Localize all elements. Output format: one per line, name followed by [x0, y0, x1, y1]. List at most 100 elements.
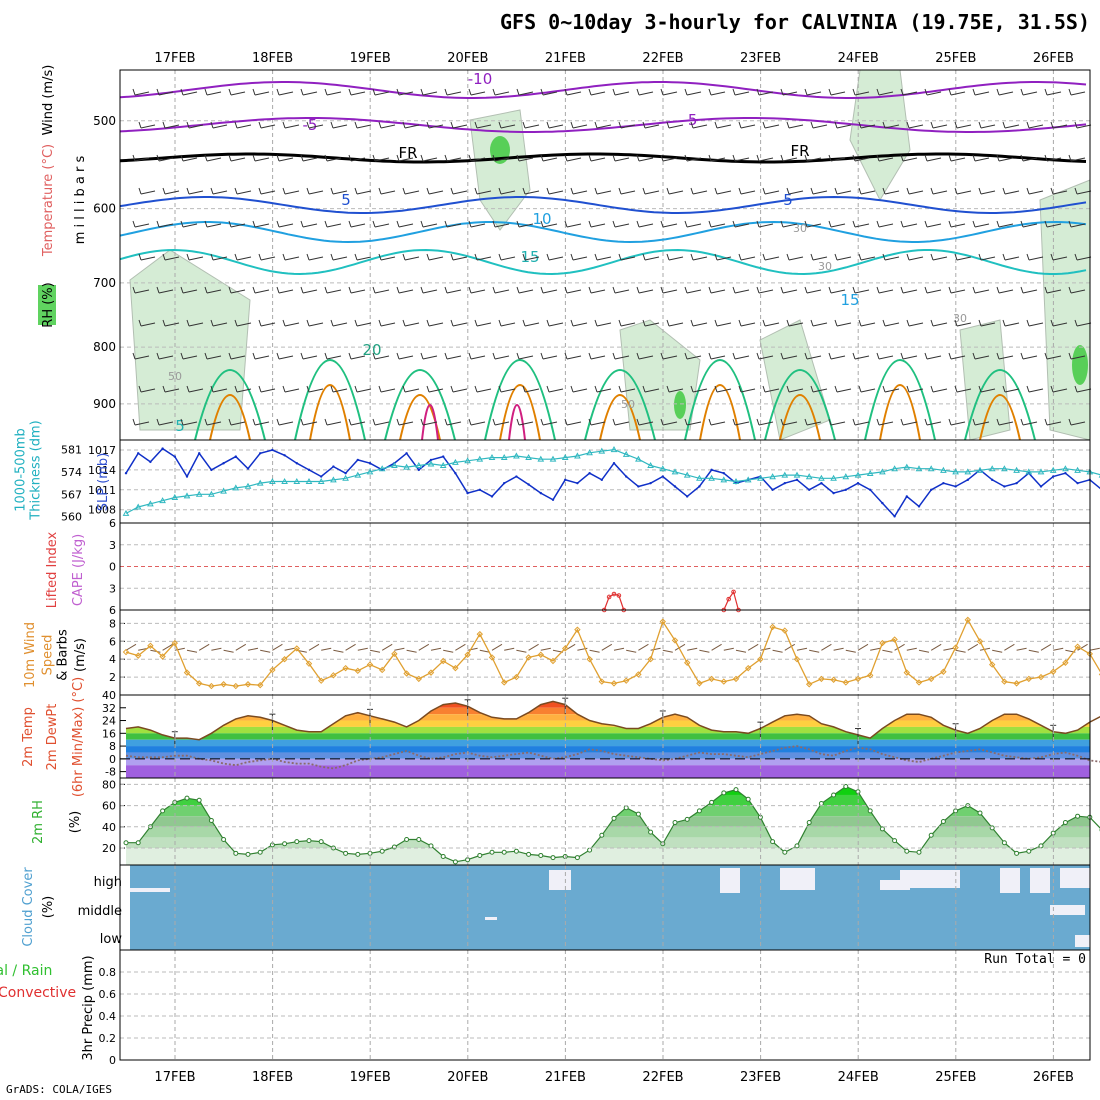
wind-barb-flag	[1002, 187, 1006, 195]
wind-barb-flag	[786, 121, 790, 129]
wind-barb-flag	[714, 253, 718, 261]
wind-barb	[668, 190, 684, 195]
wind-barb	[422, 355, 438, 360]
thickness-point	[1025, 468, 1033, 475]
wind-barb	[1028, 256, 1044, 261]
wind-barb-flag	[306, 253, 310, 261]
wind-barb-flag	[186, 385, 190, 393]
wind-barb	[740, 256, 756, 261]
isotherm-25-dome	[499, 384, 541, 441]
slp-point	[503, 481, 506, 485]
wind-barb	[418, 643, 430, 651]
wind-barb	[830, 289, 846, 294]
wind-barb	[452, 190, 468, 195]
wind-barb	[845, 649, 856, 653]
wind-barb	[692, 190, 708, 195]
rh-point	[245, 851, 251, 857]
thickness-point	[1001, 465, 1008, 472]
freezing-level	[119, 152, 1087, 164]
wind-barb	[260, 649, 271, 653]
wind-barb-flag	[1020, 220, 1024, 228]
wind-barb-flag	[372, 154, 376, 162]
wind-barb-flag	[1068, 418, 1072, 426]
wind-barb	[182, 421, 198, 426]
wind-barb-flag	[324, 352, 328, 360]
temp-tick-label: 0	[109, 753, 116, 766]
wind-barb	[809, 649, 820, 653]
wind-barb	[278, 157, 294, 162]
li-tick-label: 6	[109, 517, 116, 530]
wind-barb	[710, 157, 726, 162]
axis-label: 2m Temp	[21, 707, 36, 767]
wind-barb	[247, 647, 259, 651]
thickness-ylabel: 1000-500mb Thickness (dm)	[14, 420, 44, 520]
wind-barb	[980, 124, 996, 129]
wind-barb-flag	[228, 154, 232, 162]
wind-barb-flag	[180, 154, 184, 162]
wind-barb-flag	[564, 352, 568, 360]
wind-barb-flag	[636, 352, 640, 360]
pressure-tick-label: 700	[93, 276, 116, 290]
slp-point	[808, 488, 811, 491]
rh-point	[355, 851, 361, 857]
wind-barb	[446, 355, 462, 360]
rh2m-series	[123, 781, 1100, 865]
wind-barb	[572, 322, 588, 327]
wind-barb-flag	[450, 253, 454, 261]
cloud-row-label-high: high	[94, 875, 122, 890]
wind-barb	[716, 322, 732, 327]
wind-barb-flag	[714, 319, 718, 327]
wind-barb-flag	[762, 319, 766, 327]
wind-barb	[308, 322, 324, 327]
wind-barb	[428, 256, 444, 261]
wind-barb-flag	[876, 88, 880, 96]
wind-barb-flag	[1002, 121, 1006, 129]
rh-label: 30	[953, 312, 967, 325]
wind-barb-flag	[780, 352, 784, 360]
wind-speed-point	[940, 668, 947, 675]
rh-point	[318, 839, 324, 845]
wind-barb-flag	[756, 88, 760, 96]
thickness-point	[1074, 466, 1081, 473]
wind-barbs	[132, 88, 1092, 426]
wind-barb-flag	[594, 385, 598, 393]
wind-speed-point	[183, 669, 191, 676]
wind-barb-flag	[402, 121, 406, 129]
slp-point	[185, 475, 189, 478]
thickness-point	[525, 454, 532, 461]
wind-barb	[260, 190, 276, 195]
wind-barb	[548, 124, 564, 129]
wind-barb	[710, 289, 726, 294]
wind-barb	[1070, 421, 1086, 426]
wind-barb-flag	[372, 352, 376, 360]
slp-point	[991, 478, 994, 482]
thickness-point	[988, 465, 996, 472]
thickness-point	[122, 509, 130, 516]
wind-barb-flag	[810, 187, 814, 195]
wind-barb-flag	[1020, 352, 1024, 360]
thickness-point	[147, 500, 154, 507]
wind-barb	[422, 421, 438, 426]
thickness-point	[391, 462, 398, 469]
wind-speed-point	[610, 680, 618, 687]
rh-point	[538, 852, 544, 858]
wind-barb	[614, 289, 630, 294]
wind-barb-flag	[396, 88, 400, 96]
wind-barb-flag	[354, 253, 358, 261]
wind-barb	[686, 421, 702, 426]
rh-point	[501, 849, 507, 855]
thickness-point	[915, 465, 923, 472]
wind-barb-flag	[378, 319, 382, 327]
wind-barb	[974, 223, 990, 228]
minmax-ylabel: (6hr Min/Max) (°C)	[71, 677, 86, 797]
wind-barb-flag	[690, 385, 694, 393]
wind-barb-flag	[852, 154, 856, 162]
wind-barb-flag	[954, 121, 958, 129]
thickness-point	[281, 477, 288, 484]
wind-barb-flag	[972, 286, 976, 294]
wind-barb	[443, 649, 454, 653]
wind-barb	[164, 322, 180, 327]
thickness-tick-label: 560	[61, 511, 82, 524]
wind-barb	[950, 355, 966, 360]
wind-barb	[398, 157, 414, 162]
